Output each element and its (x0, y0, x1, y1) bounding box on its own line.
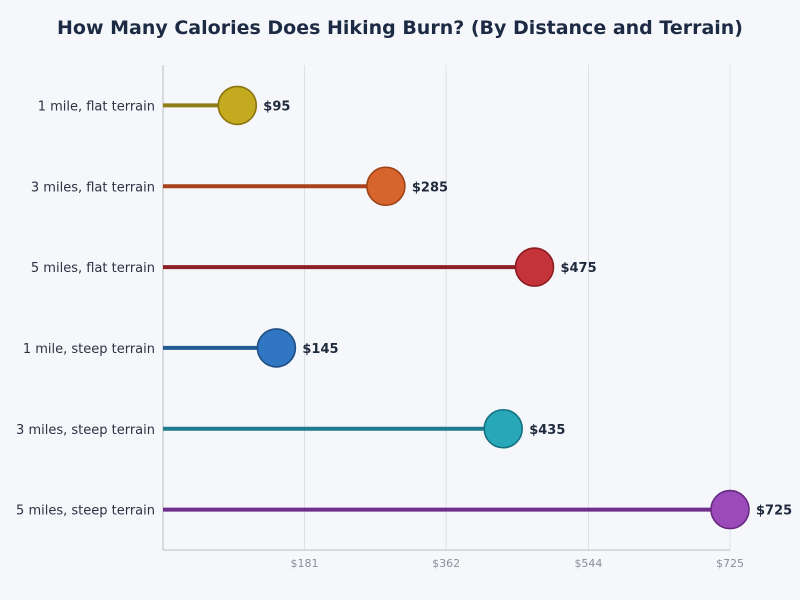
data-label: $475 (560, 261, 596, 276)
category-label: 3 miles, steep terrain (16, 423, 155, 438)
category-label: 5 miles, steep terrain (16, 504, 155, 519)
category-labels: 1 mile, flat terrain 3 miles, flat terrai… (16, 99, 155, 518)
category-label: 3 miles, flat terrain (31, 180, 155, 195)
lollipop-dot (514, 247, 555, 287)
x-tick-label: $544 (574, 557, 602, 570)
data-label: $435 (529, 423, 565, 438)
lollipop-dot (710, 489, 750, 530)
data-label: $285 (412, 180, 448, 195)
x-tick-labels: $181 $362 $544 $725 (291, 557, 744, 570)
category-label: 1 mile, steep terrain (23, 342, 155, 357)
lollipop-marks: $95 $285 $475 $145 $435 $725 (163, 85, 792, 530)
lollipop-dot (217, 85, 258, 126)
data-label: $95 (263, 99, 290, 114)
category-label: 1 mile, flat terrain (38, 99, 155, 114)
lollipop-dot (366, 166, 406, 207)
x-tick-label: $181 (291, 557, 319, 570)
category-label: 5 miles, flat terrain (31, 261, 155, 276)
grid (304, 65, 731, 550)
axes (162, 65, 730, 551)
data-label: $725 (756, 504, 792, 519)
x-tick-label: $725 (716, 557, 744, 570)
x-tick-label: $362 (432, 557, 460, 570)
data-label: $145 (302, 342, 338, 357)
lollipop-dot (483, 408, 524, 449)
lollipop-dot (256, 328, 297, 368)
chart-title: How Many Calories Does Hiking Burn? (By … (57, 17, 743, 39)
